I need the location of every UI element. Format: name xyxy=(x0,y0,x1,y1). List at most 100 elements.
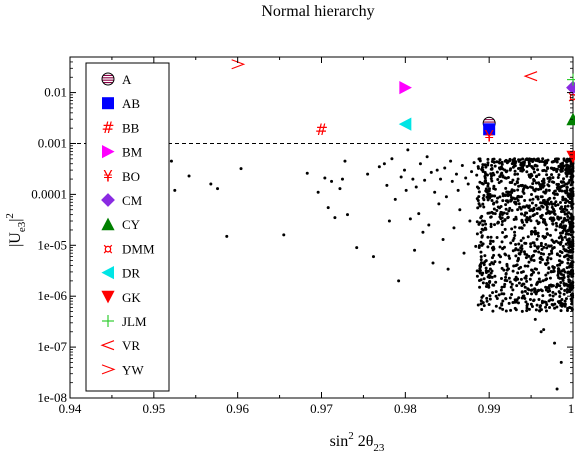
scatter-point xyxy=(529,302,533,306)
scatter-point xyxy=(546,256,550,260)
scatter-point xyxy=(542,245,546,249)
scatter-point xyxy=(511,288,515,292)
scatter-point xyxy=(534,292,538,296)
scatter-point xyxy=(552,269,556,273)
scatter-point xyxy=(520,184,524,188)
scatter-point xyxy=(491,309,495,313)
scatter-point xyxy=(481,163,485,167)
scatter-point xyxy=(518,252,522,256)
scatter-point xyxy=(503,159,507,163)
svg-text:¤: ¤ xyxy=(568,88,575,106)
scatter-point xyxy=(486,157,490,161)
scatter-point xyxy=(508,206,512,210)
scatter-point xyxy=(508,157,512,161)
scatter-point xyxy=(482,198,486,202)
scatter-point xyxy=(571,164,575,168)
scatter-point xyxy=(545,232,549,236)
legend-label-bm: BM xyxy=(122,145,143,160)
scatter-point xyxy=(548,233,552,237)
scatter-point xyxy=(550,303,554,307)
scatter-point xyxy=(539,288,543,292)
scatter-point xyxy=(537,271,541,275)
scatter-point xyxy=(487,283,491,287)
scatter-point xyxy=(503,168,507,172)
scatter-point xyxy=(477,190,481,194)
scatter-point xyxy=(316,190,320,194)
scatter-point xyxy=(525,279,529,283)
scatter-point xyxy=(484,178,488,182)
scatter-point xyxy=(504,203,508,207)
scatter-point xyxy=(477,186,481,190)
scatter-point xyxy=(557,173,561,177)
scatter-point xyxy=(553,306,557,310)
scatter-point xyxy=(536,231,540,235)
scatter-point xyxy=(538,309,542,313)
x-tick-label: 0.94 xyxy=(59,401,82,416)
scatter-point xyxy=(543,162,547,166)
scatter-point xyxy=(514,254,518,258)
scatter-point xyxy=(551,265,555,269)
scatter-point xyxy=(475,220,479,224)
scatter-point xyxy=(485,299,489,303)
y-tick-label: 1e-07 xyxy=(37,339,67,354)
scatter-point xyxy=(173,188,177,192)
scatter-point xyxy=(482,194,486,198)
scatter-point xyxy=(525,165,529,169)
scatter-point xyxy=(496,221,500,225)
scatter-point xyxy=(509,308,513,312)
scatter-point xyxy=(481,202,485,206)
scatter-point xyxy=(529,192,533,196)
scatter-point xyxy=(558,294,562,298)
scatter-point xyxy=(501,175,505,179)
scatter-point xyxy=(556,263,560,267)
scatter-point xyxy=(446,267,450,271)
scatter-point xyxy=(551,216,555,220)
legend-label-cm: CM xyxy=(122,193,143,208)
scatter-point xyxy=(564,282,568,286)
scatter-point xyxy=(535,237,539,241)
scatter-point xyxy=(504,309,508,313)
scatter-point xyxy=(522,223,526,227)
scatter-point xyxy=(488,242,492,246)
scatter-point xyxy=(326,206,330,210)
x-tick-label: 0.98 xyxy=(394,401,417,416)
scatter-point xyxy=(519,277,523,281)
scatter-point xyxy=(547,252,551,256)
scatter-point xyxy=(390,157,394,161)
scatter-point xyxy=(527,307,531,311)
scatter-point xyxy=(496,196,500,200)
scatter-point xyxy=(483,176,487,180)
legend-marker-bb: # xyxy=(101,119,114,137)
scatter-point xyxy=(570,199,574,203)
legend-marker-cy xyxy=(101,217,115,231)
legend-marker-jlm xyxy=(102,315,114,327)
scatter-point xyxy=(482,205,486,209)
scatter-point xyxy=(567,181,571,185)
scatter-point xyxy=(493,260,497,264)
scatter-point xyxy=(508,256,512,260)
scatter-point xyxy=(555,224,559,228)
scatter-point xyxy=(557,217,561,221)
scatter-point xyxy=(487,302,491,306)
y-ticks: 0.01 0.001 0.0001 1e-05 1e-06 1e-07 1e-08 xyxy=(31,56,573,405)
scatter-point xyxy=(506,267,510,271)
scatter-point xyxy=(517,267,521,271)
legend-label-ab: AB xyxy=(122,96,140,111)
scatter-point xyxy=(549,216,553,220)
scatter-point xyxy=(535,219,539,223)
scatter-point xyxy=(382,162,386,166)
scatter-point xyxy=(475,274,479,278)
scatter-point xyxy=(531,166,535,170)
x-axis-label: sin2 2θ23 xyxy=(330,430,385,454)
scatter-point xyxy=(526,287,530,291)
scatter-point xyxy=(513,225,517,229)
scatter-point xyxy=(552,196,556,200)
scatter-point xyxy=(534,308,538,312)
scatter-point xyxy=(393,197,397,201)
scatter-point xyxy=(535,175,539,179)
scatter-point xyxy=(495,170,499,174)
scatter-point xyxy=(489,215,493,219)
scatter-point xyxy=(544,242,548,246)
scatter-point xyxy=(530,268,534,272)
scatter-point xyxy=(464,176,468,180)
